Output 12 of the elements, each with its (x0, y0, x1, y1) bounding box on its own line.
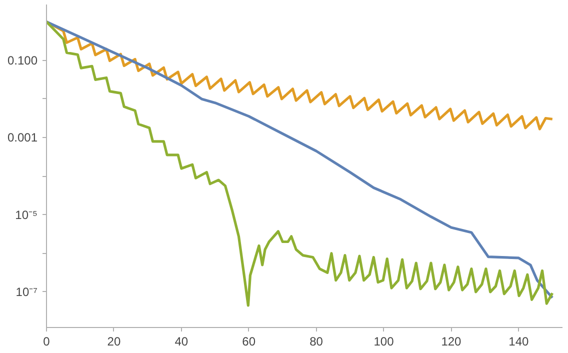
x-tick-label: 40 (174, 334, 188, 348)
x-tick-label: 80 (310, 334, 324, 348)
x-tick-label: 0 (43, 334, 50, 348)
y-tick-label: 0.100 (7, 53, 38, 68)
y-tick-label: 0.001 (7, 130, 38, 145)
x-tick-label: 140 (508, 334, 529, 348)
x-tick-label: 60 (242, 334, 256, 348)
x-tick-label: 100 (374, 334, 394, 348)
x-tick-label: 120 (441, 334, 462, 348)
y-tick-label: 10⁻⁷ (16, 284, 38, 299)
y-tick-label: 10⁻⁵ (15, 208, 38, 222)
x-tick-label: 20 (107, 334, 121, 348)
